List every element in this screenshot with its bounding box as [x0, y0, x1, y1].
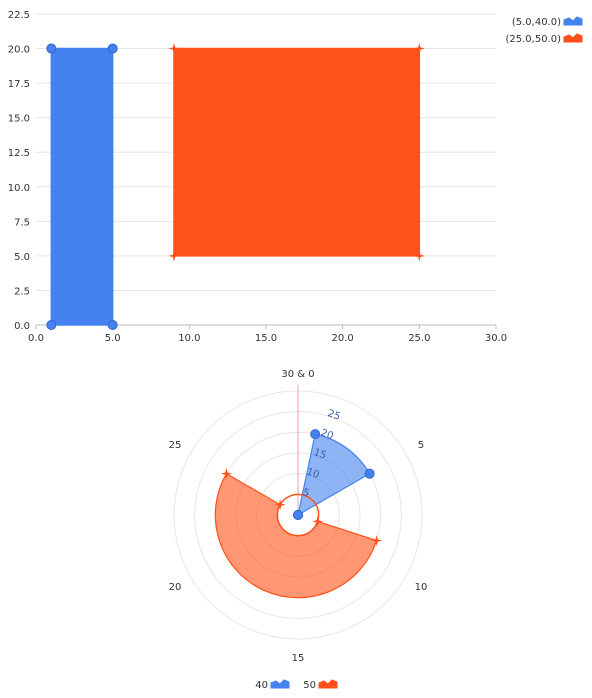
data-point-marker: [46, 43, 57, 54]
area-series-1: [50, 47, 114, 326]
polar-data-point-marker: [310, 429, 321, 440]
data-point-marker: [413, 43, 425, 55]
y-tick-label: 17.5: [8, 79, 30, 90]
y-tick-label: 20.0: [8, 45, 30, 56]
legend-label: 40: [255, 680, 268, 691]
polar-baseline-marker: [312, 515, 324, 527]
polar-data-point-marker: [371, 535, 383, 547]
legend-icon: [563, 33, 583, 43]
radial-tick-label: 10: [305, 466, 321, 481]
area-series-2: [173, 47, 421, 257]
polar-data-point-marker: [220, 468, 232, 480]
x-tick-label: 0.0: [28, 333, 44, 344]
baseline-point-marker: [46, 320, 57, 330]
baseline-point-marker: [107, 320, 118, 330]
radial-tick-label: 15: [312, 447, 328, 462]
legend-icon: [318, 679, 338, 689]
data-point-marker: [107, 43, 118, 54]
radial-tick-label: 5: [301, 487, 311, 500]
x-tick-label: 25.0: [408, 333, 430, 344]
polar-area-series-2: [214, 472, 378, 599]
radial-tick-label: 20: [319, 428, 335, 443]
legend-label: 50: [303, 680, 316, 691]
baseline-point-marker: [413, 250, 425, 262]
y-tick-label: 15.0: [8, 114, 30, 125]
radial-tick-label: 25: [326, 408, 342, 423]
angle-tick-label: 20: [169, 582, 182, 593]
legend-icon: [270, 679, 290, 689]
y-tick-label: 10.0: [8, 183, 30, 194]
y-tick-label: 0.0: [14, 321, 30, 332]
angle-tick-label: 15: [292, 653, 305, 664]
y-tick-label: 5.0: [14, 252, 30, 263]
cartesian-area-chart: 0.0 2.5 5.0 7.5 10.0 12.5 15.0 17.5 20.0 22.5 0.0 5…: [8, 10, 583, 344]
x-tick-label: 15.0: [255, 333, 277, 344]
legend-label: (25.0,50.0): [505, 34, 561, 45]
x-tick-label: 30.0: [485, 333, 507, 344]
polar-data-point-marker: [364, 468, 375, 479]
angle-tick-label: 5: [418, 440, 424, 451]
data-point-marker: [168, 43, 180, 55]
x-tick-label: 10.0: [178, 333, 200, 344]
x-tick-label: 20.0: [332, 333, 354, 344]
angle-tick-label: 25: [169, 440, 182, 451]
polar-baseline-marker: [293, 510, 303, 520]
angle-tick-label: 30 & 0: [281, 369, 314, 380]
baseline-point-marker: [168, 250, 180, 262]
legend-icon: [563, 16, 583, 26]
x-tick-label: 5.0: [105, 333, 121, 344]
y-tick-label: 7.5: [14, 217, 30, 228]
polar-area-chart: 30 & 0 5 10 15 20 25 5 10 15 20 25 40 50: [169, 369, 428, 691]
y-tick-label: 12.5: [8, 148, 30, 159]
polar-baseline-marker: [274, 499, 286, 511]
legend-label: (5.0,40.0): [512, 17, 561, 28]
y-tick-label: 2.5: [14, 286, 30, 297]
y-tick-label: 22.5: [8, 10, 30, 21]
angle-tick-label: 10: [415, 582, 428, 593]
